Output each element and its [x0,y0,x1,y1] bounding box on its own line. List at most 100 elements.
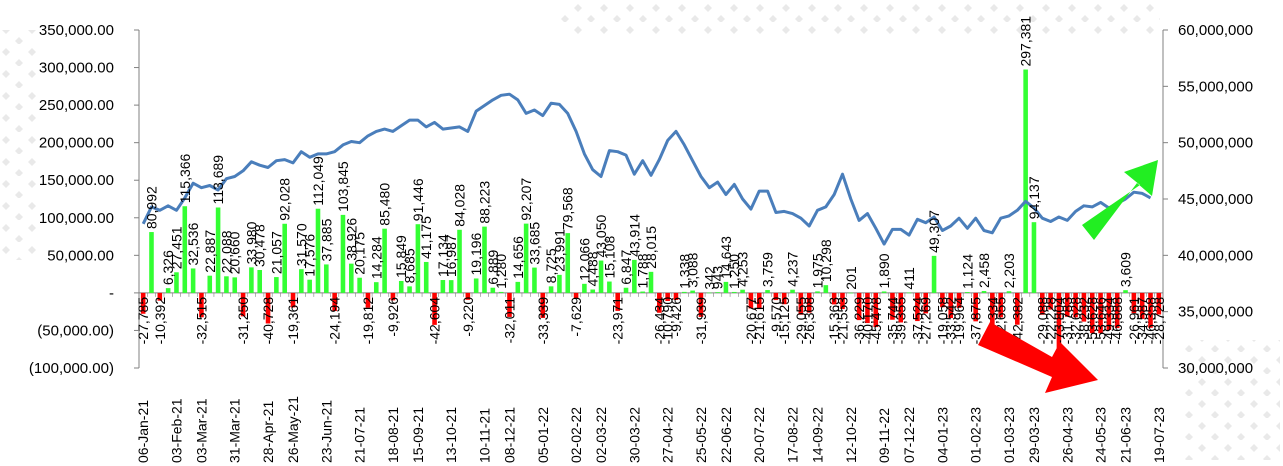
bar [831,292,837,305]
data-label: 43,914 [626,214,642,257]
data-label: -24,194 [327,297,343,345]
bar [615,292,620,311]
bar [149,232,154,293]
data-label: -39,355 [893,297,909,345]
data-label: 17,576 [302,234,318,277]
data-label: 21,057 [268,231,284,274]
bar [215,207,221,293]
background-pattern-right [1180,340,1280,460]
data-label: 15,108 [601,236,617,279]
x-tick-label: 09-11-22 [876,408,892,463]
data-label: 4,237 [785,251,801,286]
bar [349,263,354,293]
data-label: -42,382 [1009,297,1025,345]
bar [299,269,304,293]
bar [165,288,171,293]
bar [582,283,587,293]
bar [249,267,254,293]
data-label: 10,298 [818,239,834,282]
data-label: -19,361 [285,297,301,345]
bar [507,292,512,317]
bar [806,292,812,313]
bar [423,261,429,293]
bar [324,264,329,293]
bar [1098,292,1103,334]
data-label: -10,790 [660,297,676,345]
bar [190,268,196,293]
bar [432,292,437,325]
bar [690,290,695,293]
x-axis-ticks: 06-Jan-21 03-Feb-21 03-Mar-21 31-Mar-21 28-A… [135,396,1167,463]
bar [948,292,953,319]
data-label: 342 [701,266,717,290]
left-y-tick-label: (50,000.00) [37,322,114,339]
bar [590,289,596,293]
bar [515,281,521,293]
bar [398,280,404,293]
bar [174,272,179,293]
bar [340,214,346,293]
data-label: 1,250 [726,254,742,289]
bar [1081,292,1087,322]
bar [523,223,529,293]
data-label: 113,689 [210,155,226,205]
bar [557,274,562,293]
bar [1131,292,1137,314]
x-tick-label: 04-01-23 [934,407,950,463]
x-tick-label: 02-03-22 [593,407,609,463]
bar [257,269,263,293]
data-label: 8,685 [402,248,418,283]
bar [773,292,779,301]
bar [390,292,396,301]
bar [956,292,962,308]
x-tick-label: 23-Jun-21 [318,400,334,463]
data-label: 1,975 [810,253,826,288]
data-label: -34,587 [1134,297,1150,345]
left-y-axis-ticks: 350,000.00 300,000.00 250,000.00 200,000.00… [29,22,139,377]
background-pattern-top [560,0,1160,36]
data-label: 2,458 [976,253,992,288]
right-y-tick-label: 35,000,000 [1178,304,1253,321]
bar [332,292,337,312]
bar [473,278,479,293]
data-label: -26,434 [651,297,667,345]
data-label: -29,088 [1034,297,1050,345]
data-label: -9,570 [768,297,784,337]
bar [1148,292,1153,328]
bar [623,287,629,293]
bar [157,292,163,301]
data-label: -9,220 [460,297,476,337]
data-label: 3,088 [685,252,701,287]
data-label: 3,609 [1118,252,1134,287]
right-y-tick-label: 50,000,000 [1178,135,1253,152]
x-tick-label: 15-09-21 [410,407,426,463]
data-label: -31,783 [1059,297,1075,345]
data-label: -37,524 [909,297,925,345]
x-tick-label: 12-10-22 [843,407,859,463]
x-tick-label: 07-12-22 [901,407,917,463]
bar [240,292,246,317]
data-label: -19,812 [360,297,376,345]
data-label: 411 [901,267,917,290]
bar [540,292,546,318]
right-y-tick-label: 30,000,000 [1178,360,1253,377]
bar [648,271,654,293]
data-label: 33,685 [526,222,542,265]
x-tick-label: 02-02-22 [568,407,584,463]
bar [790,289,795,293]
bar [407,286,412,293]
data-label: 33,980 [243,221,259,264]
data-label: -49,334 [1101,297,1117,345]
arrow-annotations [978,160,1158,393]
bar [1031,222,1037,293]
data-label: -23,971 [610,297,626,345]
bar [865,292,870,324]
x-tick-label: 21-07-21 [352,407,368,463]
bar [182,206,188,293]
bar [482,226,487,293]
x-tick-label: 26-04-23 [1059,407,1075,463]
x-tick-label: 25-05-22 [693,407,709,463]
data-label: 103,845 [335,161,351,212]
data-label: 112,049 [310,156,326,206]
data-label: 1,338 [676,254,692,289]
